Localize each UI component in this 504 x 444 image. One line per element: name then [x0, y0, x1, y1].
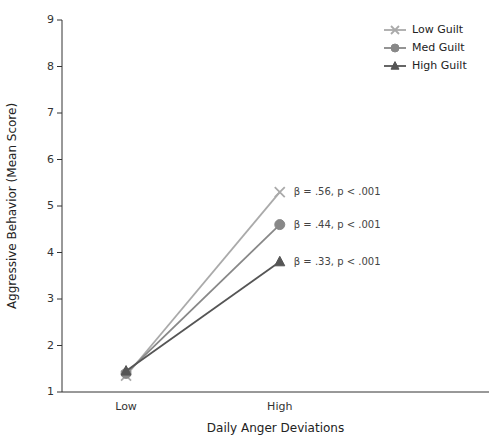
data-point	[275, 187, 285, 197]
annotation: β = .56, p < .001	[294, 186, 381, 197]
y-tick-label: 2	[47, 339, 54, 352]
plot-area	[121, 187, 285, 381]
legend-label: Med Guilt	[412, 41, 465, 54]
y-axis-label: Aggressive Behavior (Mean Score)	[5, 103, 19, 309]
chart: 1 2 3 4 5 6 7 8 9 Low High Daily Anger Deviations Ag…	[0, 0, 504, 444]
y-tick	[57, 206, 62, 207]
y-tick	[57, 113, 62, 114]
y-tick-label: 3	[47, 292, 54, 305]
legend-label: High Guilt	[412, 59, 467, 72]
annotations: β = .56, p < .001 β = .44, p < .001 β = .3…	[294, 186, 381, 267]
y-tick	[57, 20, 62, 21]
series-line	[126, 262, 280, 371]
data-point	[275, 256, 285, 266]
annotation: β = .33, p < .001	[294, 256, 381, 267]
annotation: β = .44, p < .001	[294, 219, 381, 230]
y-tick-label: 6	[47, 153, 54, 166]
y-tick	[57, 159, 62, 160]
y-tick-label: 7	[47, 106, 54, 119]
y-tick-label: 1	[47, 385, 54, 398]
y-tick-label: 5	[47, 199, 54, 212]
legend: Low Guilt Med Guilt High Guilt	[384, 23, 467, 72]
legend-marker	[391, 26, 399, 34]
y-tick	[57, 252, 62, 253]
data-point	[121, 366, 131, 376]
y-tick-label: 4	[47, 246, 54, 259]
y-tick	[57, 392, 62, 393]
legend-marker	[391, 62, 399, 70]
y-tick-label: 8	[47, 60, 54, 73]
data-point	[275, 220, 285, 230]
series-line	[126, 192, 280, 376]
legend-label: Low Guilt	[412, 23, 464, 36]
x-tick-label: Low	[115, 400, 137, 413]
y-tick	[57, 299, 62, 300]
y-tick	[57, 345, 62, 346]
y-tick	[57, 66, 62, 67]
x-axis-label: Daily Anger Deviations	[207, 421, 344, 435]
x-tick-label: High	[267, 400, 292, 413]
y-tick-label: 9	[47, 13, 54, 26]
axes: 1 2 3 4 5 6 7 8 9 Low High	[47, 13, 489, 413]
x-axis-line	[62, 392, 489, 393]
legend-marker	[391, 44, 399, 52]
series-line	[126, 225, 280, 374]
